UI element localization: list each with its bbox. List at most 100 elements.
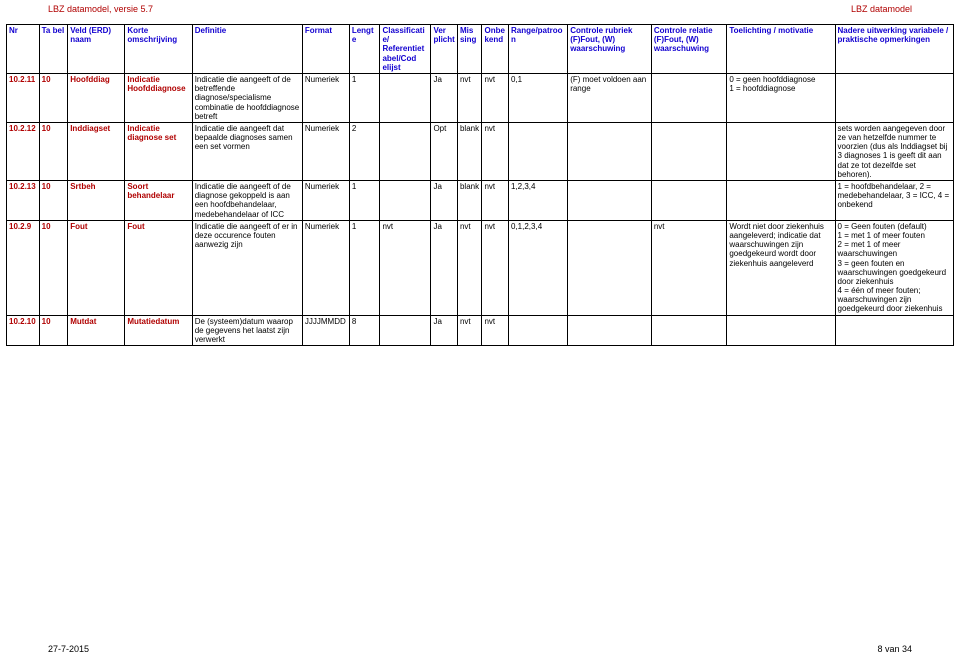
cell-controle_r bbox=[568, 181, 652, 221]
col-onbekend: Onbe kend bbox=[482, 25, 509, 74]
cell-tabel: 10 bbox=[39, 73, 68, 122]
cell-definitie: Indicatie die aangeeft of de betreffende… bbox=[192, 73, 302, 122]
col-range: Range/patroon bbox=[509, 25, 568, 74]
cell-veld: Fout bbox=[68, 220, 125, 315]
col-controle-r: Controle rubriek (F)Fout, (W) waarschuwi… bbox=[568, 25, 652, 74]
cell-onbekend: nvt bbox=[482, 73, 509, 122]
header-right: LBZ datamodel bbox=[851, 4, 912, 14]
cell-tabel: 10 bbox=[39, 122, 68, 180]
table-row: 10.2.1110HoofddiagIndicatie Hoofddiagnos… bbox=[7, 73, 954, 122]
col-format: Format bbox=[302, 25, 349, 74]
cell-veld: Srtbeh bbox=[68, 181, 125, 221]
cell-toelichting bbox=[727, 122, 835, 180]
cell-controle_r bbox=[568, 122, 652, 180]
col-nr: Nr bbox=[7, 25, 40, 74]
col-nadere: Nadere uitwerking variabele / praktische… bbox=[835, 25, 953, 74]
cell-definitie: Indicatie die aangeeft dat bepaalde diag… bbox=[192, 122, 302, 180]
col-definitie: Definitie bbox=[192, 25, 302, 74]
cell-tabel: 10 bbox=[39, 315, 68, 346]
cell-range bbox=[509, 122, 568, 180]
cell-lengte: 8 bbox=[349, 315, 380, 346]
cell-veld: Hoofddiag bbox=[68, 73, 125, 122]
cell-nr: 10.2.11 bbox=[7, 73, 40, 122]
cell-verplicht: Ja bbox=[431, 220, 458, 315]
cell-nr: 10.2.9 bbox=[7, 220, 40, 315]
col-classif: Classificatie/ Referentietabel/Cod elijs… bbox=[380, 25, 431, 74]
cell-controle_rel bbox=[651, 315, 727, 346]
cell-format: Numeriek bbox=[302, 73, 349, 122]
footer-right: 8 van 34 bbox=[877, 644, 912, 654]
cell-nr: 10.2.13 bbox=[7, 181, 40, 221]
cell-korte: Fout bbox=[125, 220, 192, 315]
data-model-table: Nr Ta bel Veld (ERD) naam Korte omschrij… bbox=[6, 24, 954, 346]
table-head: Nr Ta bel Veld (ERD) naam Korte omschrij… bbox=[7, 25, 954, 74]
cell-controle_r bbox=[568, 315, 652, 346]
cell-controle_r: (F) moet voldoen aan range bbox=[568, 73, 652, 122]
cell-toelichting: 0 = geen hoofddiagnose1 = hoofddiagnose bbox=[727, 73, 835, 122]
cell-onbekend: nvt bbox=[482, 122, 509, 180]
cell-verplicht: Ja bbox=[431, 315, 458, 346]
cell-lengte: 1 bbox=[349, 220, 380, 315]
cell-range: 0,1 bbox=[509, 73, 568, 122]
cell-nadere: 0 = Geen fouten (default)1 = met 1 of me… bbox=[835, 220, 953, 315]
cell-lengte: 1 bbox=[349, 73, 380, 122]
cell-missing: blank bbox=[457, 181, 481, 221]
cell-controle_rel bbox=[651, 122, 727, 180]
cell-definitie: De (systeem)datum waarop de gegevens het… bbox=[192, 315, 302, 346]
cell-korte: Indicatie Hoofddiagnose bbox=[125, 73, 192, 122]
cell-veld: Mutdat bbox=[68, 315, 125, 346]
col-veld: Veld (ERD) naam bbox=[68, 25, 125, 74]
cell-toelichting bbox=[727, 315, 835, 346]
cell-nr: 10.2.12 bbox=[7, 122, 40, 180]
cell-onbekend: nvt bbox=[482, 181, 509, 221]
cell-controle_rel: nvt bbox=[651, 220, 727, 315]
cell-missing: blank bbox=[457, 122, 481, 180]
cell-toelichting: Wordt niet door ziekenhuis aangeleverd; … bbox=[727, 220, 835, 315]
cell-nr: 10.2.10 bbox=[7, 315, 40, 346]
page: LBZ datamodel, versie 5.7 LBZ datamodel … bbox=[0, 0, 960, 660]
col-verplicht: Ver plicht bbox=[431, 25, 458, 74]
table-row: 10.2.910FoutFoutIndicatie die aangeeft o… bbox=[7, 220, 954, 315]
cell-nadere bbox=[835, 73, 953, 122]
cell-korte: Indicatie diagnose set bbox=[125, 122, 192, 180]
cell-korte: Soort behandelaar bbox=[125, 181, 192, 221]
cell-verplicht: Ja bbox=[431, 73, 458, 122]
cell-onbekend: nvt bbox=[482, 220, 509, 315]
cell-onbekend: nvt bbox=[482, 315, 509, 346]
cell-missing: nvt bbox=[457, 220, 481, 315]
cell-nadere bbox=[835, 315, 953, 346]
table-row: 10.2.1210InddiagsetIndicatie diagnose se… bbox=[7, 122, 954, 180]
cell-definitie: Indicatie die aangeeft of de diagnose ge… bbox=[192, 181, 302, 221]
footer-left: 27-7-2015 bbox=[48, 644, 89, 654]
cell-definitie: Indicatie die aangeeft of er in deze occ… bbox=[192, 220, 302, 315]
cell-verplicht: Ja bbox=[431, 181, 458, 221]
cell-missing: nvt bbox=[457, 73, 481, 122]
cell-format: Numeriek bbox=[302, 122, 349, 180]
cell-classif bbox=[380, 315, 431, 346]
header-left: LBZ datamodel, versie 5.7 bbox=[48, 4, 153, 14]
col-missing: Mis sing bbox=[457, 25, 481, 74]
cell-tabel: 10 bbox=[39, 181, 68, 221]
cell-controle_rel bbox=[651, 73, 727, 122]
cell-range: 1,2,3,4 bbox=[509, 181, 568, 221]
cell-korte: Mutatiedatum bbox=[125, 315, 192, 346]
cell-controle_rel bbox=[651, 181, 727, 221]
cell-classif bbox=[380, 73, 431, 122]
cell-classif bbox=[380, 122, 431, 180]
cell-controle_r bbox=[568, 220, 652, 315]
table-row: 10.2.1310SrtbehSoort behandelaarIndicati… bbox=[7, 181, 954, 221]
cell-missing: nvt bbox=[457, 315, 481, 346]
cell-classif bbox=[380, 181, 431, 221]
cell-tabel: 10 bbox=[39, 220, 68, 315]
cell-toelichting bbox=[727, 181, 835, 221]
cell-lengte: 2 bbox=[349, 122, 380, 180]
cell-classif: nvt bbox=[380, 220, 431, 315]
cell-range bbox=[509, 315, 568, 346]
cell-nadere: 1 = hoofdbehandelaar, 2 = medebehandelaa… bbox=[835, 181, 953, 221]
cell-veld: Inddiagset bbox=[68, 122, 125, 180]
cell-lengte: 1 bbox=[349, 181, 380, 221]
col-korte: Korte omschrijving bbox=[125, 25, 192, 74]
col-tabel: Ta bel bbox=[39, 25, 68, 74]
col-controle-rel: Controle relatie (F)Fout, (W) waarschuwi… bbox=[651, 25, 727, 74]
cell-format: Numeriek bbox=[302, 181, 349, 221]
